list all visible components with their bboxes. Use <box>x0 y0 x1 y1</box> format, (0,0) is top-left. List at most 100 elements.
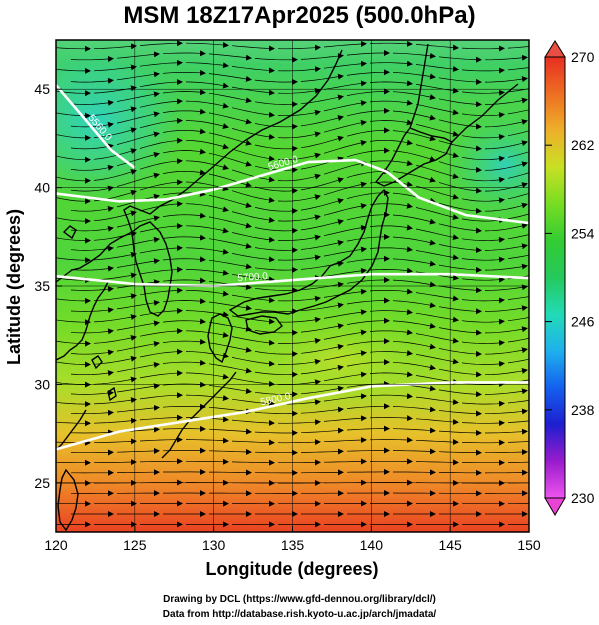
coastline-manchuria <box>123 49 343 233</box>
streamline <box>231 190 275 203</box>
streamline <box>185 437 229 444</box>
streamline <box>56 297 91 304</box>
streamline <box>277 419 321 426</box>
streamline <box>208 342 252 353</box>
streamline <box>70 390 114 397</box>
streamline <box>254 165 298 174</box>
streamline <box>346 359 390 367</box>
streamline <box>415 396 459 406</box>
warm-tongue <box>230 305 450 415</box>
streamline <box>323 100 367 112</box>
streamline <box>300 364 344 375</box>
streamline <box>116 91 160 102</box>
streamline <box>277 254 321 261</box>
streamline <box>139 59 183 67</box>
streamline <box>507 420 529 423</box>
streamline <box>346 403 390 410</box>
streamline <box>484 243 528 251</box>
streamline <box>300 177 344 191</box>
streamline <box>139 223 183 233</box>
streamline <box>254 429 298 436</box>
streamline <box>507 461 529 463</box>
streamline <box>70 164 114 171</box>
streamline <box>438 389 482 398</box>
streamline <box>369 393 413 400</box>
streamline <box>231 398 275 407</box>
streamline <box>461 217 505 224</box>
streamline <box>323 350 367 361</box>
streamline <box>323 160 367 175</box>
streamline <box>231 128 275 140</box>
streamline <box>139 287 183 296</box>
streamline <box>369 415 413 422</box>
streamline <box>484 182 528 192</box>
y-tick-label: 45 <box>34 81 50 97</box>
streamline <box>300 302 344 312</box>
streamline <box>392 130 436 142</box>
coastline-taiwan <box>57 468 79 532</box>
streamline <box>507 296 529 300</box>
streamline <box>346 127 390 137</box>
streamline <box>231 419 275 426</box>
streamline <box>438 223 482 234</box>
streamline <box>346 233 390 242</box>
streamline <box>300 115 344 127</box>
streamline <box>323 181 367 196</box>
streamline <box>231 315 275 325</box>
coastline-korea <box>131 221 173 317</box>
streamline <box>56 176 91 184</box>
streamline <box>461 89 505 96</box>
streamline <box>254 391 298 398</box>
streamline <box>323 371 367 382</box>
streamline <box>415 84 459 94</box>
streamline <box>139 79 183 88</box>
streamline <box>277 87 321 94</box>
streamline <box>323 393 367 402</box>
streamline <box>277 234 321 241</box>
streamline <box>323 329 367 340</box>
streamline <box>323 246 367 257</box>
streamline <box>484 428 528 435</box>
contour-line <box>56 84 136 169</box>
streamline <box>484 367 528 376</box>
streamline <box>208 259 252 270</box>
streamline <box>93 231 137 241</box>
streamline <box>415 228 459 241</box>
streamline <box>231 294 275 304</box>
longitude-ticks: 120 125 130 135 140 145 150 <box>44 526 541 553</box>
x-tick-label: 135 <box>281 537 305 553</box>
streamline <box>139 245 183 254</box>
streamline <box>162 359 206 366</box>
streamline <box>392 361 436 371</box>
streamline <box>369 371 413 378</box>
streamline <box>484 284 528 291</box>
streamline <box>484 347 528 355</box>
streamline <box>231 273 275 283</box>
streamline <box>254 350 298 357</box>
grid-lines <box>56 40 529 532</box>
streamline <box>346 381 390 388</box>
streamline <box>208 448 252 455</box>
streamline <box>485 54 528 61</box>
streamline <box>93 417 137 424</box>
streamline <box>208 194 252 209</box>
streamline <box>415 250 459 261</box>
streamline <box>461 236 505 243</box>
streamline <box>116 111 160 124</box>
streamline <box>484 76 528 83</box>
streamline <box>231 86 275 96</box>
streamline <box>438 98 482 108</box>
streamline <box>162 128 206 135</box>
streamline <box>162 318 206 325</box>
streamline <box>70 429 114 436</box>
streamline <box>277 214 321 222</box>
streamline <box>93 251 137 261</box>
streamline <box>70 286 114 293</box>
streamline <box>507 46 529 49</box>
streamline <box>70 265 114 272</box>
streamline <box>116 383 160 393</box>
streamline <box>231 253 275 263</box>
streamline <box>277 316 321 323</box>
streamline <box>185 81 229 89</box>
streamline <box>300 385 344 395</box>
